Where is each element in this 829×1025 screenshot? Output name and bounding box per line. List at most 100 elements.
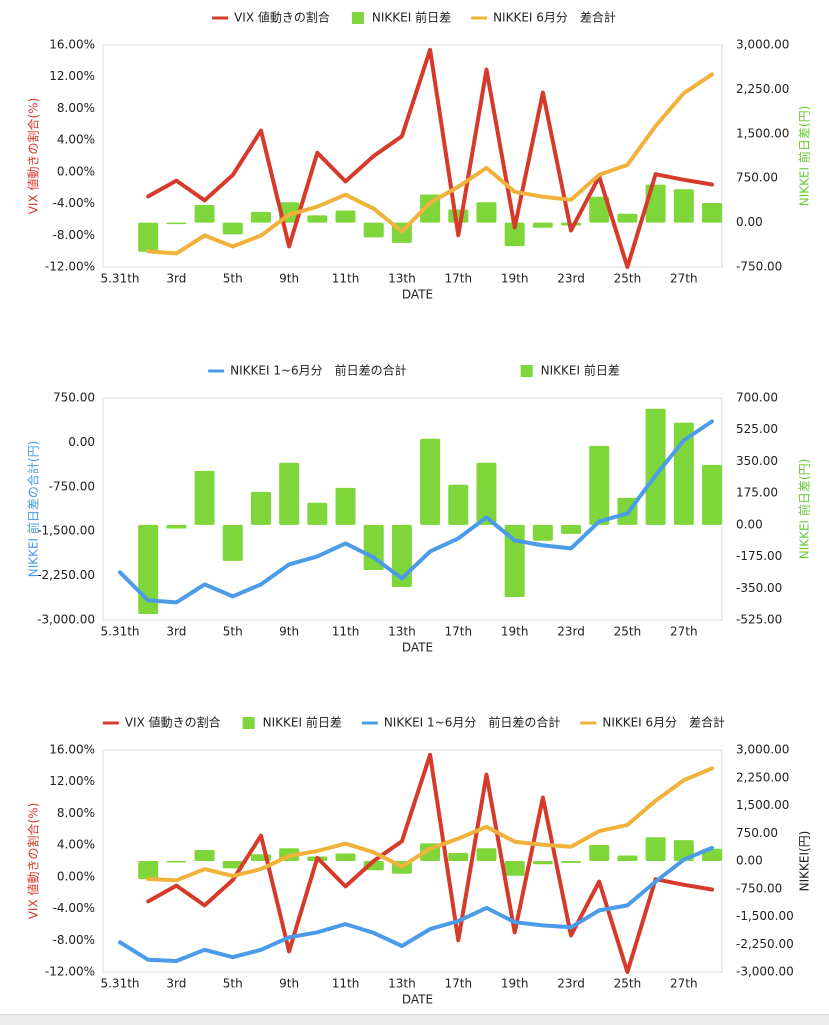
line [118, 845, 714, 963]
bar [532, 222, 553, 228]
y-tick-label: -8.00% [53, 228, 95, 242]
bar [561, 861, 582, 863]
y-tick-label: -750.00 [49, 479, 95, 493]
x-tick-label: 19th [501, 272, 529, 286]
x-tick-label: 13th [388, 272, 416, 286]
y2-tick-label: 2,250.00 [736, 770, 789, 784]
x-tick-label: 9th [279, 977, 299, 991]
legend-label: NIKKEI 6月分 差合計 [602, 715, 725, 730]
y-tick-label: 0.00% [57, 869, 95, 883]
bar [589, 844, 610, 861]
bar [166, 222, 187, 225]
bar [420, 438, 441, 525]
x-tick-label: 5th [223, 625, 243, 639]
bar [702, 464, 722, 525]
x-tick-label: 9th [279, 625, 299, 639]
bar [504, 222, 525, 247]
x-tick-label: 27th [670, 625, 698, 639]
plot-frame [102, 44, 723, 268]
x-tick-label: 3rd [166, 977, 186, 991]
x-tick-label: 5th [223, 272, 243, 286]
y2-tick-label: 3,000.00 [736, 38, 789, 52]
bar [194, 849, 215, 861]
y2-tick-label: 750.00 [736, 171, 778, 185]
bar [222, 861, 243, 869]
bar [448, 484, 469, 525]
y-tick-label: -1,500.00 [37, 524, 95, 538]
y-tick-label: -4.00% [53, 196, 95, 210]
y-tick-label: 8.00% [57, 101, 95, 115]
bar [673, 189, 694, 223]
y2-tick-label: 700.00 [736, 391, 778, 405]
bar [476, 202, 497, 223]
y-axis-title: VIX 値動きの割合(%) [26, 98, 41, 215]
bar [307, 502, 328, 525]
x-tick-label: 9th [279, 272, 299, 286]
y-tick-label: -3,000.00 [37, 613, 95, 627]
bar [645, 837, 666, 861]
y-tick-label: -12.00% [45, 965, 95, 979]
bar [166, 861, 187, 863]
x-tick-label: 19th [501, 625, 529, 639]
bar [335, 853, 356, 861]
y2-axis-title: NIKKEI 前日差(円) [797, 459, 812, 560]
legend-label: NIKKEI 前日差 [372, 10, 451, 25]
line [118, 419, 714, 605]
bar [166, 524, 187, 529]
bar [617, 213, 638, 223]
bottom-bar [0, 1014, 829, 1025]
x-tick-label: 5.31th [100, 272, 139, 286]
y2-tick-label: 0.00 [736, 215, 763, 229]
y-tick-label: 16.00% [49, 743, 95, 757]
bar [194, 470, 215, 525]
bar [504, 861, 525, 876]
y2-axis-title: NIKKEI 前日差(円) [797, 106, 812, 207]
y2-tick-label: 0.00 [736, 854, 763, 868]
legend-swatch [520, 365, 533, 377]
x-tick-label: 17th [444, 625, 472, 639]
y2-tick-label: 0.00 [736, 517, 763, 531]
y-tick-label: 12.00% [49, 69, 95, 83]
bar [250, 491, 271, 525]
bar [279, 462, 300, 525]
legend-swatch [351, 12, 364, 24]
y2-tick-label: -750.00 [736, 881, 782, 895]
x-tick-label: 11th [332, 977, 360, 991]
y2-tick-label: 1,500.00 [736, 126, 789, 140]
legend-label: NIKKEI 前日差 [263, 715, 342, 730]
y-tick-label: 8.00% [57, 806, 95, 820]
bar [561, 524, 582, 534]
y-tick-label: -4.00% [53, 901, 95, 915]
x-axis-title: DATE [402, 288, 433, 302]
bar [702, 203, 722, 223]
x-tick-label: 5.31th [100, 977, 139, 991]
bar [250, 211, 271, 223]
y2-tick-label: 525.00 [736, 422, 778, 436]
y2-tick-label: 1,500.00 [736, 798, 789, 812]
line [146, 47, 714, 269]
bar [335, 487, 356, 525]
legend-label: NIKKEI 前日差 [541, 363, 620, 378]
bar [194, 204, 215, 223]
y2-tick-label: 2,250.00 [736, 82, 789, 96]
x-tick-label: 11th [332, 625, 360, 639]
bar [138, 524, 159, 615]
bar [532, 524, 553, 541]
legend-label: NIKKEI 1~6月分 前日差の合計 [384, 715, 561, 730]
bar [532, 861, 553, 865]
x-tick-label: 13th [388, 977, 416, 991]
x-tick-label: 11th [332, 272, 360, 286]
line [146, 72, 714, 256]
x-tick-label: 13th [388, 625, 416, 639]
x-axis-title: DATE [402, 641, 433, 655]
x-tick-label: 27th [670, 272, 698, 286]
y2-axis-title: NIKKEI(円) [798, 831, 812, 892]
bar [617, 855, 638, 861]
y2-tick-label: -175.00 [736, 549, 782, 563]
y2-tick-label: -3,000.00 [736, 965, 794, 979]
bar [363, 222, 384, 238]
x-tick-label: 19th [501, 977, 529, 991]
bar [448, 852, 469, 861]
